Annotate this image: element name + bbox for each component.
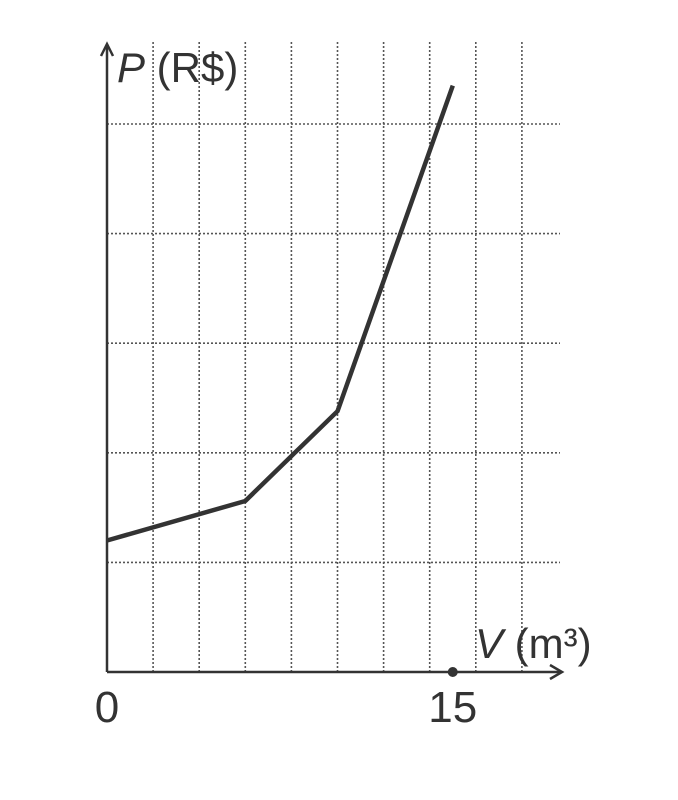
y-axis-label: P (R$) — [117, 44, 238, 91]
x-axis-arrowhead — [549, 663, 565, 681]
x-tick-label: 0 — [95, 683, 119, 732]
y-axis-arrowhead — [99, 41, 115, 57]
x-tick-marker — [447, 667, 458, 677]
x-axis-label: V (m³) — [475, 620, 592, 667]
series-line — [106, 84, 455, 543]
x-tick-label: 15 — [428, 683, 477, 732]
grid — [107, 42, 560, 672]
